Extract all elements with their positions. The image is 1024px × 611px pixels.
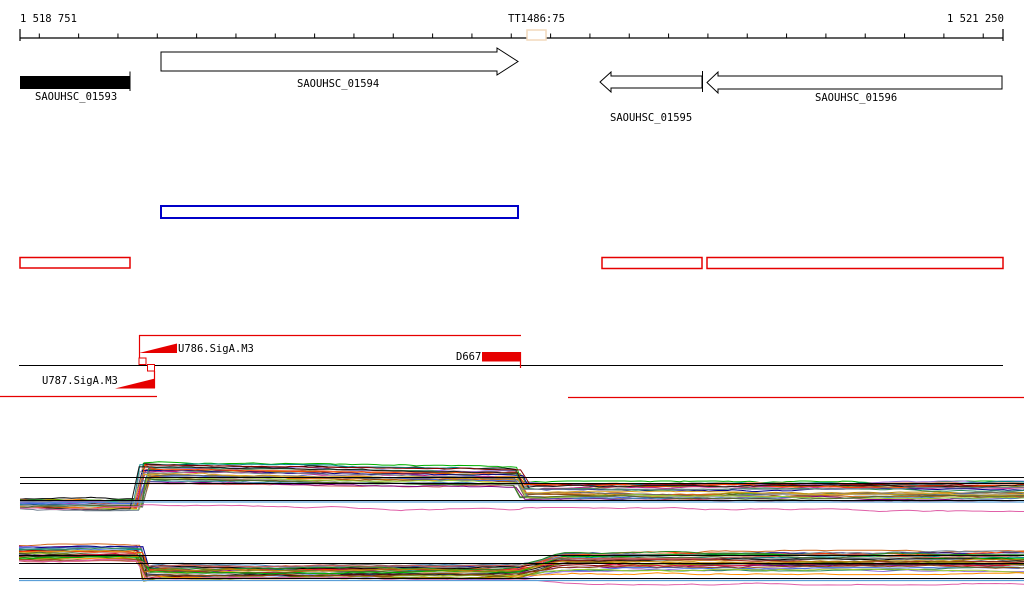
red-feature-box[interactable]: [601, 256, 703, 270]
gene-box-SAOUHSC_01593[interactable]: [20, 76, 130, 89]
coverage-trace: [19, 463, 1024, 510]
ruler-start-coordinate: 1 518 751: [20, 13, 77, 25]
gene-label-saouhsc-01595: SAOUHSC_01595: [610, 112, 693, 124]
tss-block-D667[interactable]: [482, 352, 520, 362]
coverage-trace: [18, 557, 1024, 573]
coverage-trace: [19, 464, 1024, 510]
red-feature-box[interactable]: [19, 256, 131, 269]
blue-feature-box[interactable]: [160, 205, 519, 219]
tss-label-u787: U787.SigA.M3: [42, 375, 118, 387]
coverage-trace: [18, 554, 1024, 570]
ruler-marker-label: TT1486:75: [508, 13, 565, 25]
coverage-trace: [19, 472, 1024, 510]
gene-arrow-SAOUHSC_01594[interactable]: [160, 47, 519, 76]
ruler-marker-box[interactable]: [526, 29, 547, 41]
tss-position-mark: [147, 364, 155, 372]
gene-label-saouhsc-01594: SAOUHSC_01594: [297, 78, 380, 90]
coverage-trace: [19, 466, 1024, 511]
gene-arrow-SAOUHSC_01596[interactable]: [706, 70, 1003, 95]
tss-flag-U787.SigA.M3[interactable]: [115, 378, 155, 389]
gene-label-saouhsc-01593: SAOUHSC_01593: [35, 91, 118, 103]
coverage-trace: [19, 481, 1024, 506]
gene-arrow-SAOUHSC_01595[interactable]: [599, 70, 703, 94]
tss-position-mark: [138, 357, 147, 365]
coverage-trace: [18, 550, 1024, 570]
coverage-trace: [18, 554, 1024, 568]
coverage-trace: [19, 504, 1024, 513]
gene-label-saouhsc-01596: SAOUHSC_01596: [815, 92, 898, 104]
tss-label-u786: U786.SigA.M3: [178, 343, 254, 355]
tss-label-d667: D667: [456, 351, 482, 363]
ruler-end-coordinate: 1 521 250: [947, 13, 1004, 25]
coverage-trace: [18, 558, 1024, 577]
tss-flag-U786.SigA.M3[interactable]: [139, 343, 177, 354]
coverage-trace: [18, 556, 1024, 580]
red-feature-box[interactable]: [706, 256, 1004, 270]
coverage-trace: [19, 477, 1024, 508]
